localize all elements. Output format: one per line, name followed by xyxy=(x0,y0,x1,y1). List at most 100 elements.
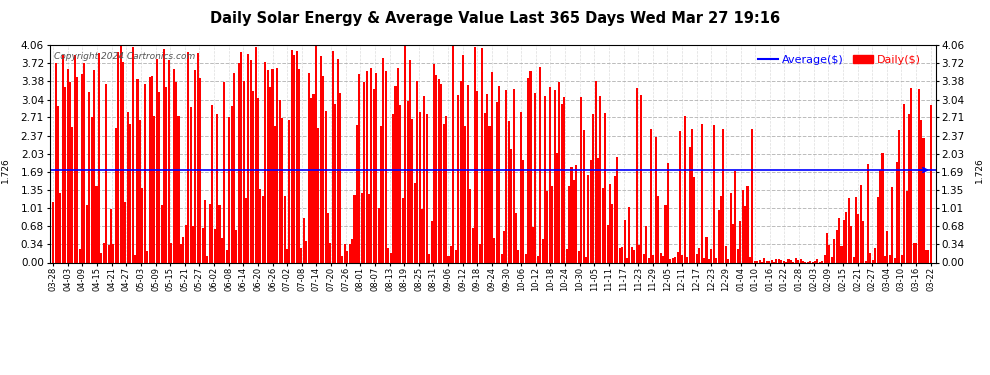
Bar xyxy=(925,250,927,262)
Bar xyxy=(144,84,146,262)
Bar xyxy=(920,120,922,262)
Bar xyxy=(216,114,218,262)
Bar xyxy=(219,205,221,262)
Bar xyxy=(202,228,204,262)
Bar xyxy=(236,230,238,262)
Bar xyxy=(375,73,377,262)
Bar xyxy=(911,88,913,262)
Bar xyxy=(335,104,337,262)
Bar xyxy=(443,124,445,262)
Bar xyxy=(103,243,105,262)
Bar xyxy=(647,258,649,262)
Bar xyxy=(498,86,500,262)
Bar xyxy=(142,188,144,262)
Bar xyxy=(339,93,341,262)
Bar xyxy=(373,89,375,262)
Bar xyxy=(160,205,162,262)
Bar xyxy=(337,59,339,262)
Bar xyxy=(300,248,303,262)
Bar xyxy=(279,100,281,262)
Bar xyxy=(105,84,107,262)
Bar xyxy=(847,198,849,262)
Bar xyxy=(595,81,597,262)
Bar xyxy=(674,256,676,262)
Bar xyxy=(74,55,76,262)
Bar xyxy=(172,69,174,262)
Bar xyxy=(259,189,261,262)
Bar xyxy=(513,89,515,262)
Bar xyxy=(385,72,387,262)
Bar xyxy=(582,130,584,262)
Bar xyxy=(735,171,737,262)
Bar xyxy=(377,208,379,262)
Bar xyxy=(130,124,132,262)
Bar xyxy=(66,69,68,262)
Bar xyxy=(850,225,852,262)
Bar xyxy=(839,218,841,262)
Bar xyxy=(624,220,626,262)
Bar xyxy=(696,254,698,262)
Bar xyxy=(881,153,883,262)
Bar xyxy=(592,114,594,262)
Bar xyxy=(565,249,567,262)
Bar xyxy=(643,255,644,262)
Bar xyxy=(634,250,636,262)
Bar xyxy=(515,213,517,262)
Bar xyxy=(800,259,802,262)
Bar xyxy=(667,163,669,262)
Bar xyxy=(631,247,633,262)
Bar xyxy=(269,87,271,262)
Bar xyxy=(684,116,686,262)
Bar xyxy=(83,63,85,262)
Bar xyxy=(252,91,254,262)
Bar xyxy=(266,70,268,262)
Bar xyxy=(874,248,876,262)
Bar xyxy=(546,191,548,262)
Bar xyxy=(320,56,322,262)
Bar xyxy=(95,186,98,262)
Bar xyxy=(706,237,708,262)
Bar xyxy=(296,51,298,262)
Bar xyxy=(481,48,483,262)
Bar xyxy=(845,212,847,262)
Bar xyxy=(426,114,428,262)
Text: Copyright 2024 Cartronics.com: Copyright 2024 Cartronics.com xyxy=(53,51,195,60)
Bar xyxy=(348,244,350,262)
Bar xyxy=(276,68,278,262)
Bar xyxy=(802,261,804,262)
Bar xyxy=(421,209,423,262)
Bar xyxy=(441,84,443,262)
Bar xyxy=(291,50,293,262)
Bar xyxy=(139,120,141,262)
Bar xyxy=(134,255,136,262)
Bar xyxy=(283,196,285,262)
Legend: Average($), Daily($): Average($), Daily($) xyxy=(753,51,926,69)
Bar xyxy=(923,138,925,262)
Bar xyxy=(175,82,177,262)
Bar xyxy=(886,231,888,262)
Bar xyxy=(180,244,182,262)
Bar xyxy=(330,243,332,262)
Bar xyxy=(783,261,785,262)
Bar xyxy=(474,47,476,262)
Bar xyxy=(484,113,486,262)
Bar xyxy=(713,125,715,262)
Bar xyxy=(313,94,315,262)
Bar xyxy=(125,202,127,262)
Bar xyxy=(864,261,866,262)
Bar xyxy=(836,230,838,262)
Bar xyxy=(725,246,727,262)
Bar xyxy=(226,250,228,262)
Bar xyxy=(753,261,755,262)
Bar xyxy=(214,228,216,262)
Bar xyxy=(447,256,449,262)
Bar xyxy=(231,106,233,262)
Bar xyxy=(654,138,657,262)
Bar xyxy=(587,176,589,262)
Bar xyxy=(544,96,546,262)
Bar xyxy=(344,244,346,262)
Bar xyxy=(281,118,283,262)
Bar xyxy=(523,160,525,262)
Bar xyxy=(54,63,56,262)
Bar xyxy=(568,186,570,262)
